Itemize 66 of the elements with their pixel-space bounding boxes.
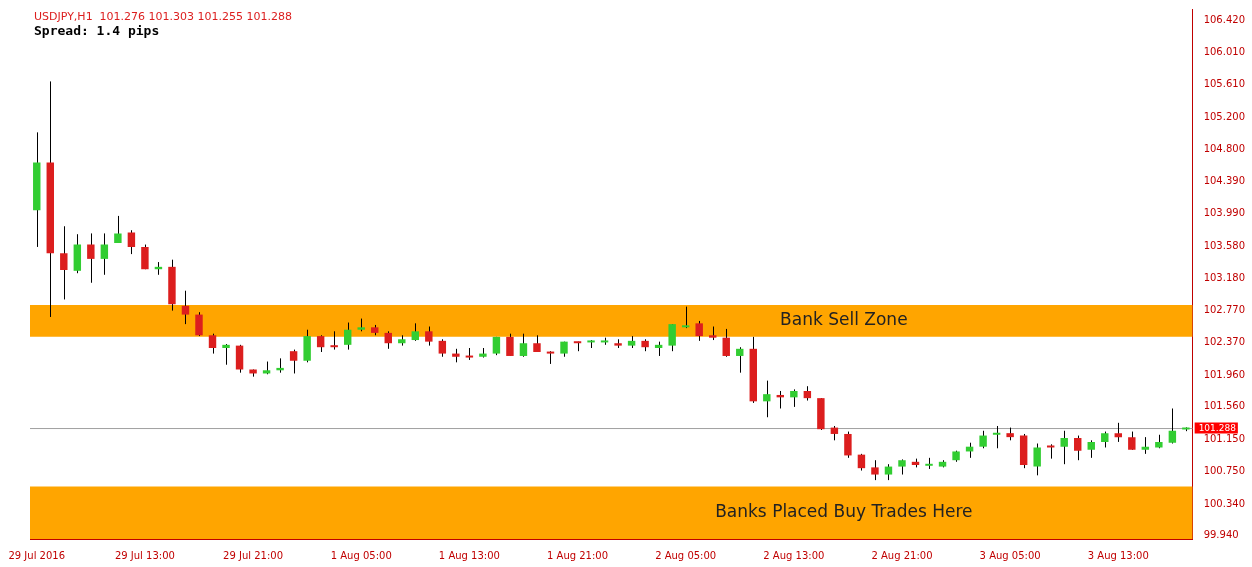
x-tick-label: 1 Aug 13:00 (438, 549, 500, 561)
candlestick (195, 311, 203, 337)
candlestick (87, 232, 95, 284)
x-tick-label: 29 Jul 2016 (8, 549, 66, 561)
candlestick (1033, 443, 1041, 476)
candlestick (681, 306, 690, 329)
y-tick-label: 100.340 (1203, 497, 1246, 509)
x-tick-label: 29 Jul 13:00 (114, 549, 175, 561)
x-tick-label: 2 Aug 05:00 (655, 549, 717, 561)
candlestick (519, 333, 528, 358)
candlestick (668, 323, 676, 352)
candlestick (763, 380, 771, 418)
y-tick-label: 105.610 (1203, 78, 1246, 90)
candlestick (425, 326, 433, 347)
candlestick (1114, 422, 1123, 443)
x-tick-label: 2 Aug 21:00 (871, 549, 933, 561)
candlestick (1046, 443, 1055, 460)
candlestick (235, 344, 244, 374)
x-tick-label: 3 Aug 05:00 (979, 549, 1041, 561)
y-tick-label: 105.200 (1203, 110, 1246, 122)
candlestick (141, 244, 149, 270)
candlestick (181, 290, 190, 325)
candlestick (736, 346, 744, 374)
y-tick-label: 101.560 (1203, 400, 1246, 412)
y-tick-label: 99.940 (1203, 529, 1239, 541)
x-tick-label: 1 Aug 05:00 (330, 549, 392, 561)
y-tick-label: 102.770 (1203, 304, 1246, 316)
x-tick-label: 1 Aug 21:00 (546, 549, 609, 561)
candlestick (1168, 407, 1177, 445)
candlestick (127, 229, 136, 255)
y-tick-label: 101.960 (1203, 368, 1246, 380)
y-tick-label: 104.390 (1203, 175, 1246, 187)
candlestick (722, 328, 730, 358)
candlestick (343, 322, 352, 351)
y-tick-label: 104.800 (1203, 142, 1246, 154)
candlestick (100, 232, 109, 276)
x-tick-label: 3 Aug 13:00 (1087, 549, 1149, 561)
candlestick (114, 215, 122, 244)
candlestick (992, 425, 1001, 449)
band-label: Bank Sell Zone (780, 309, 908, 330)
candlestick (289, 349, 298, 374)
y-tick-label: 100.750 (1203, 464, 1246, 476)
candlestick (506, 333, 514, 357)
y-tick-label: 103.180 (1203, 271, 1246, 283)
candlestick (1074, 435, 1082, 461)
candlestick (844, 431, 852, 459)
candlestick (1128, 431, 1136, 451)
text: Spread: 1.4 pips (34, 22, 160, 38)
candlestick (208, 333, 217, 355)
band-label: Banks Placed Buy Trades Here (715, 501, 973, 522)
y-tick-label: 103.580 (1203, 239, 1246, 251)
x-tick-label: 29 Jul 21:00 (223, 549, 284, 561)
chart-title: USDJPY,H1 101.276 101.303 101.255 101.288 (34, 10, 293, 24)
y-tick-label: 101.150 (1203, 433, 1246, 445)
y-tick-label: 102.370 (1203, 336, 1246, 348)
y-tick-label: 106.420 (1203, 13, 1246, 25)
candlestick (695, 320, 703, 342)
candlestick (60, 225, 68, 300)
x-tick-label: 2 Aug 13:00 (763, 549, 825, 561)
candlestick (1060, 430, 1068, 465)
candlestick (330, 330, 338, 351)
candlestick (222, 343, 230, 366)
ref-line-label: 101.288 (1198, 422, 1237, 433)
candlestick (871, 459, 879, 481)
y-tick-label: 106.010 (1203, 46, 1246, 58)
y-tick-label: 103.990 (1203, 207, 1246, 219)
